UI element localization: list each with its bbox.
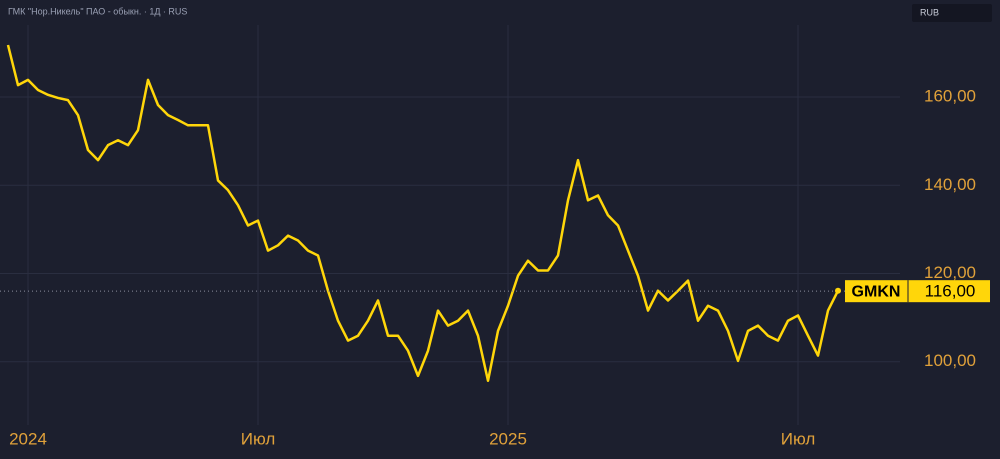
x-tick-label: Июл [781, 429, 816, 448]
y-tick-label: 120,00 [924, 263, 976, 282]
currency: RUB [920, 7, 939, 17]
x-tick-label: Июл [241, 429, 276, 448]
tag-box [845, 280, 990, 303]
x-tick-label: 2024 [9, 429, 47, 448]
x-tick-label: 2025 [489, 429, 527, 448]
currency-box [912, 4, 992, 22]
y-tick-label: 160,00 [924, 87, 976, 106]
y-tick-label: 100,00 [924, 351, 976, 370]
tag-ticker: GMKN [852, 283, 901, 300]
price-line [6, 44, 840, 382]
tag-value: 116,00 [925, 282, 976, 301]
chart-title: ГМК "Нор.Никель" ПАО - обыкн. · 1Д · RUS [8, 6, 187, 16]
y-tick-label: 140,00 [924, 175, 976, 194]
last-point [835, 287, 841, 294]
